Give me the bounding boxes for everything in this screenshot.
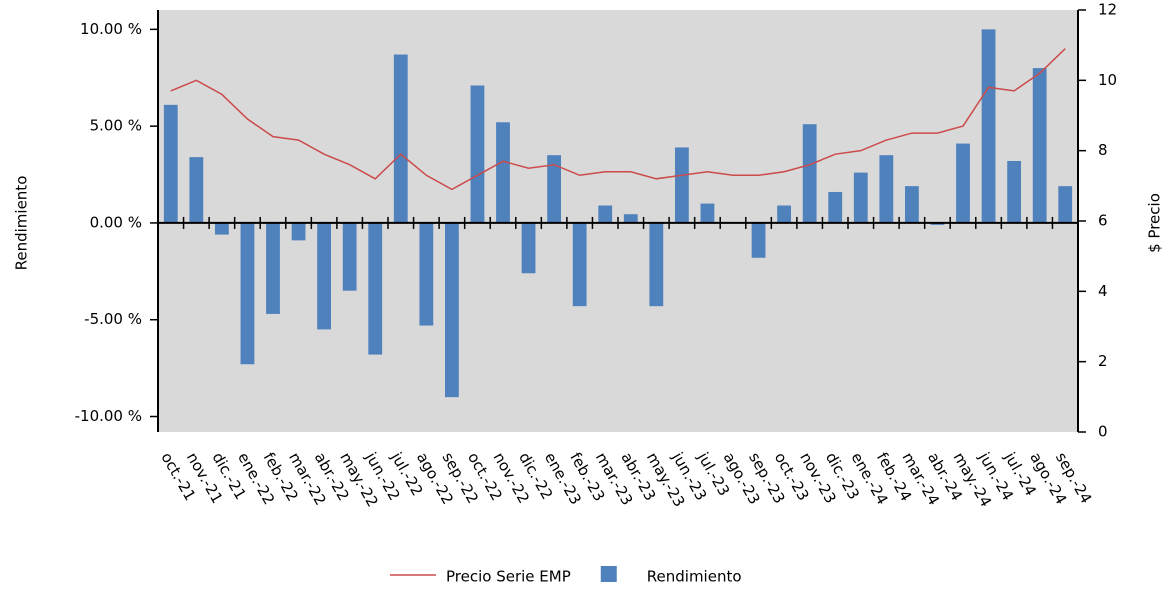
bar <box>828 191 843 223</box>
bar <box>291 222 306 241</box>
y2-tick-label: 4 <box>1098 282 1108 300</box>
y2-tick-label: 8 <box>1098 141 1108 159</box>
y2-tick-label: 12 <box>1098 1 1117 19</box>
price-line <box>170 48 1066 191</box>
y-tick-label: 0.00 % <box>90 213 142 231</box>
bar <box>393 54 408 223</box>
bar <box>521 222 536 274</box>
bar <box>598 205 613 223</box>
bar <box>547 155 562 223</box>
bar <box>368 222 383 355</box>
bar <box>623 214 638 223</box>
y2-tick-label: 6 <box>1098 212 1108 230</box>
bar <box>853 172 868 223</box>
bar <box>879 155 894 223</box>
y-tick-label: -5.00 % <box>84 310 142 328</box>
bar <box>266 222 280 314</box>
bar <box>700 203 715 223</box>
bar <box>572 222 587 307</box>
bar <box>240 222 255 365</box>
bar <box>956 143 970 223</box>
bar <box>777 205 792 223</box>
bar <box>1058 186 1073 223</box>
y-axis-title: Rendimiento <box>13 176 31 271</box>
bar <box>981 29 996 223</box>
bar <box>419 222 434 326</box>
y2-tick-label: 0 <box>1098 423 1108 441</box>
y-tick-label: 5.00 % <box>90 117 142 135</box>
bar <box>214 222 229 235</box>
bar <box>342 222 357 291</box>
bar <box>317 222 332 330</box>
bar <box>802 124 817 223</box>
bar <box>1007 160 1022 223</box>
y2-tick-label: 10 <box>1098 71 1117 89</box>
bar <box>1032 68 1047 223</box>
legend-label: Rendimiento <box>647 568 742 586</box>
bar <box>649 222 664 307</box>
y2-tick-label: 2 <box>1098 352 1108 370</box>
bar <box>163 104 178 223</box>
legend-swatch <box>600 566 617 582</box>
bar <box>470 85 485 223</box>
legend-label: Precio Serie EMP <box>446 568 571 586</box>
y-tick-label: -10.00 % <box>75 407 142 425</box>
bar <box>674 147 689 223</box>
bar <box>189 157 204 223</box>
y2-axis-title: $ Precio <box>1146 193 1164 253</box>
bar <box>496 122 510 223</box>
bar <box>904 186 919 223</box>
bar <box>751 222 766 258</box>
bar <box>444 222 459 398</box>
y-tick-label: 10.00 % <box>80 20 142 38</box>
